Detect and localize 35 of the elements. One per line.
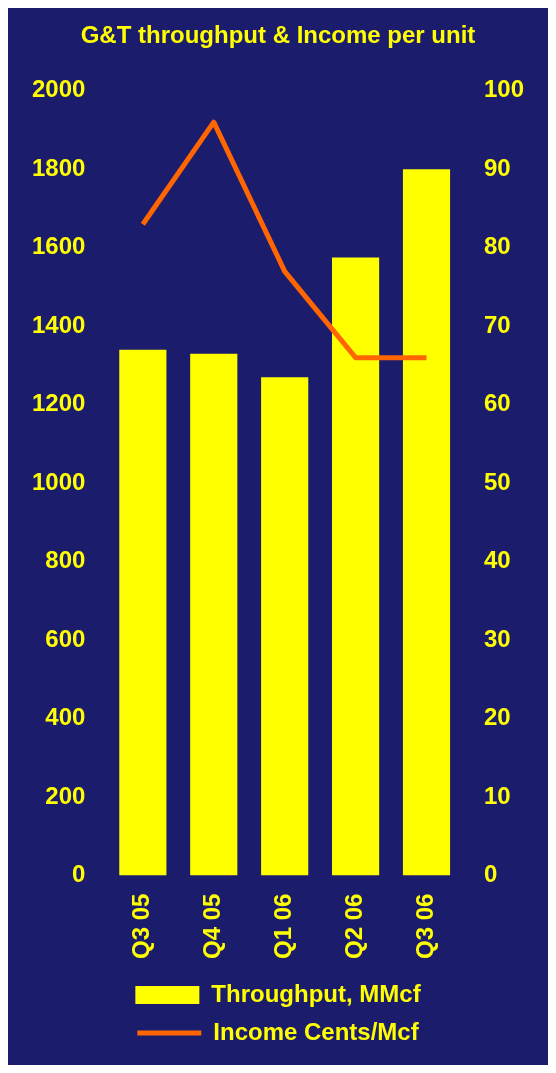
y2-tick-label: 100 xyxy=(483,75,524,103)
y-tick-label: 2000 xyxy=(32,75,86,103)
y-tick-label: 400 xyxy=(45,703,86,731)
bar xyxy=(190,353,238,876)
x-tick-label: Q2 06 xyxy=(340,893,368,960)
x-tick-label: Q4 05 xyxy=(198,893,226,960)
y-tick-label: 0 xyxy=(72,860,86,888)
y2-tick-label: 30 xyxy=(483,624,511,652)
y-tick-label: 200 xyxy=(45,781,86,809)
y2-tick-label: 20 xyxy=(483,703,511,731)
y-tick-label: 1800 xyxy=(32,153,86,181)
y2-tick-label: 60 xyxy=(483,389,511,417)
y-tick-label: 1000 xyxy=(32,467,86,495)
y-tick-label: 800 xyxy=(45,546,86,574)
y2-tick-label: 10 xyxy=(483,781,511,809)
bar xyxy=(261,377,309,876)
legend-label: Throughput, MMcf xyxy=(211,979,422,1007)
y2-tick-label: 0 xyxy=(483,860,498,888)
chart-title: G&T throughput & Income per unit xyxy=(80,21,476,49)
bar xyxy=(332,257,380,876)
legend-label: Income Cents/Mcf xyxy=(213,1017,420,1045)
bar xyxy=(119,349,167,876)
y2-tick-label: 50 xyxy=(483,467,511,495)
y-tick-label: 1600 xyxy=(32,232,86,260)
y2-tick-label: 90 xyxy=(483,153,511,181)
bar xyxy=(402,169,451,876)
y2-tick-label: 80 xyxy=(483,232,511,260)
y2-tick-label: 40 xyxy=(483,546,511,574)
y2-tick-label: 70 xyxy=(483,310,511,338)
y-tick-label: 1200 xyxy=(32,389,86,417)
x-tick-label: Q3 06 xyxy=(411,893,439,960)
x-tick-label: Q3 05 xyxy=(127,893,155,960)
x-tick-label: Q1 06 xyxy=(269,893,297,960)
y-tick-label: 1400 xyxy=(32,310,86,338)
y-tick-label: 600 xyxy=(45,624,86,652)
